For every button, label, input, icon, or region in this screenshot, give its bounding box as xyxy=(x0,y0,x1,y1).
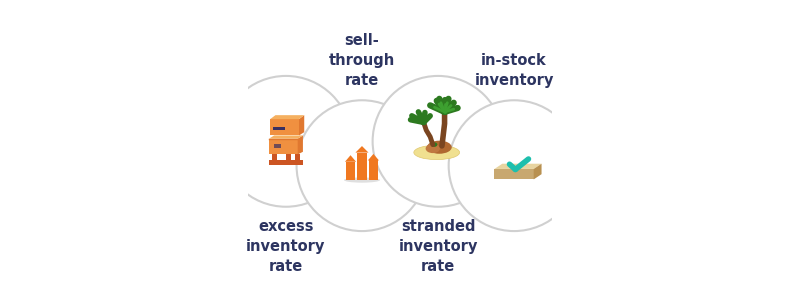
Polygon shape xyxy=(270,119,299,135)
Ellipse shape xyxy=(427,141,452,154)
Polygon shape xyxy=(368,154,379,161)
Polygon shape xyxy=(494,164,542,169)
Polygon shape xyxy=(355,146,369,153)
Polygon shape xyxy=(295,154,300,160)
Polygon shape xyxy=(346,162,354,180)
Ellipse shape xyxy=(447,167,584,184)
Polygon shape xyxy=(269,160,303,165)
Circle shape xyxy=(449,100,579,231)
Ellipse shape xyxy=(431,142,438,147)
Polygon shape xyxy=(270,115,304,119)
Ellipse shape xyxy=(414,145,460,160)
Polygon shape xyxy=(286,154,291,160)
Ellipse shape xyxy=(371,143,508,159)
Text: in-stock
inventory: in-stock inventory xyxy=(474,53,554,88)
Circle shape xyxy=(221,76,351,207)
Polygon shape xyxy=(345,155,356,162)
Circle shape xyxy=(297,100,427,231)
Text: stranded
inventory
rate: stranded inventory rate xyxy=(398,219,478,274)
Text: sell-
through
rate: sell- through rate xyxy=(329,33,395,88)
Circle shape xyxy=(373,76,503,207)
Polygon shape xyxy=(357,153,367,180)
Ellipse shape xyxy=(218,143,356,159)
Polygon shape xyxy=(273,127,285,130)
Ellipse shape xyxy=(344,177,380,183)
Polygon shape xyxy=(299,115,304,135)
Polygon shape xyxy=(269,135,303,139)
Polygon shape xyxy=(274,144,282,148)
Text: excess
inventory
rate: excess inventory rate xyxy=(246,219,326,274)
Ellipse shape xyxy=(295,167,432,184)
Polygon shape xyxy=(369,161,378,180)
Polygon shape xyxy=(494,169,534,179)
Polygon shape xyxy=(269,139,298,154)
Polygon shape xyxy=(298,135,303,154)
Polygon shape xyxy=(534,164,542,179)
Ellipse shape xyxy=(426,144,440,153)
Polygon shape xyxy=(271,154,277,160)
